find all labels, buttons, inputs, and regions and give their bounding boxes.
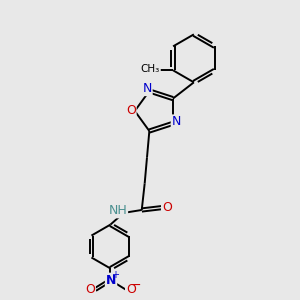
Text: NH: NH xyxy=(108,204,127,218)
Text: CH₃: CH₃ xyxy=(141,64,160,74)
Text: N: N xyxy=(106,274,116,287)
Text: O: O xyxy=(162,201,172,214)
Text: O: O xyxy=(85,283,95,296)
Text: O: O xyxy=(126,283,136,296)
Text: O: O xyxy=(126,104,136,118)
Text: +: + xyxy=(111,270,119,280)
Text: −: − xyxy=(130,279,141,292)
Text: N: N xyxy=(172,116,181,128)
Text: N: N xyxy=(142,82,152,95)
